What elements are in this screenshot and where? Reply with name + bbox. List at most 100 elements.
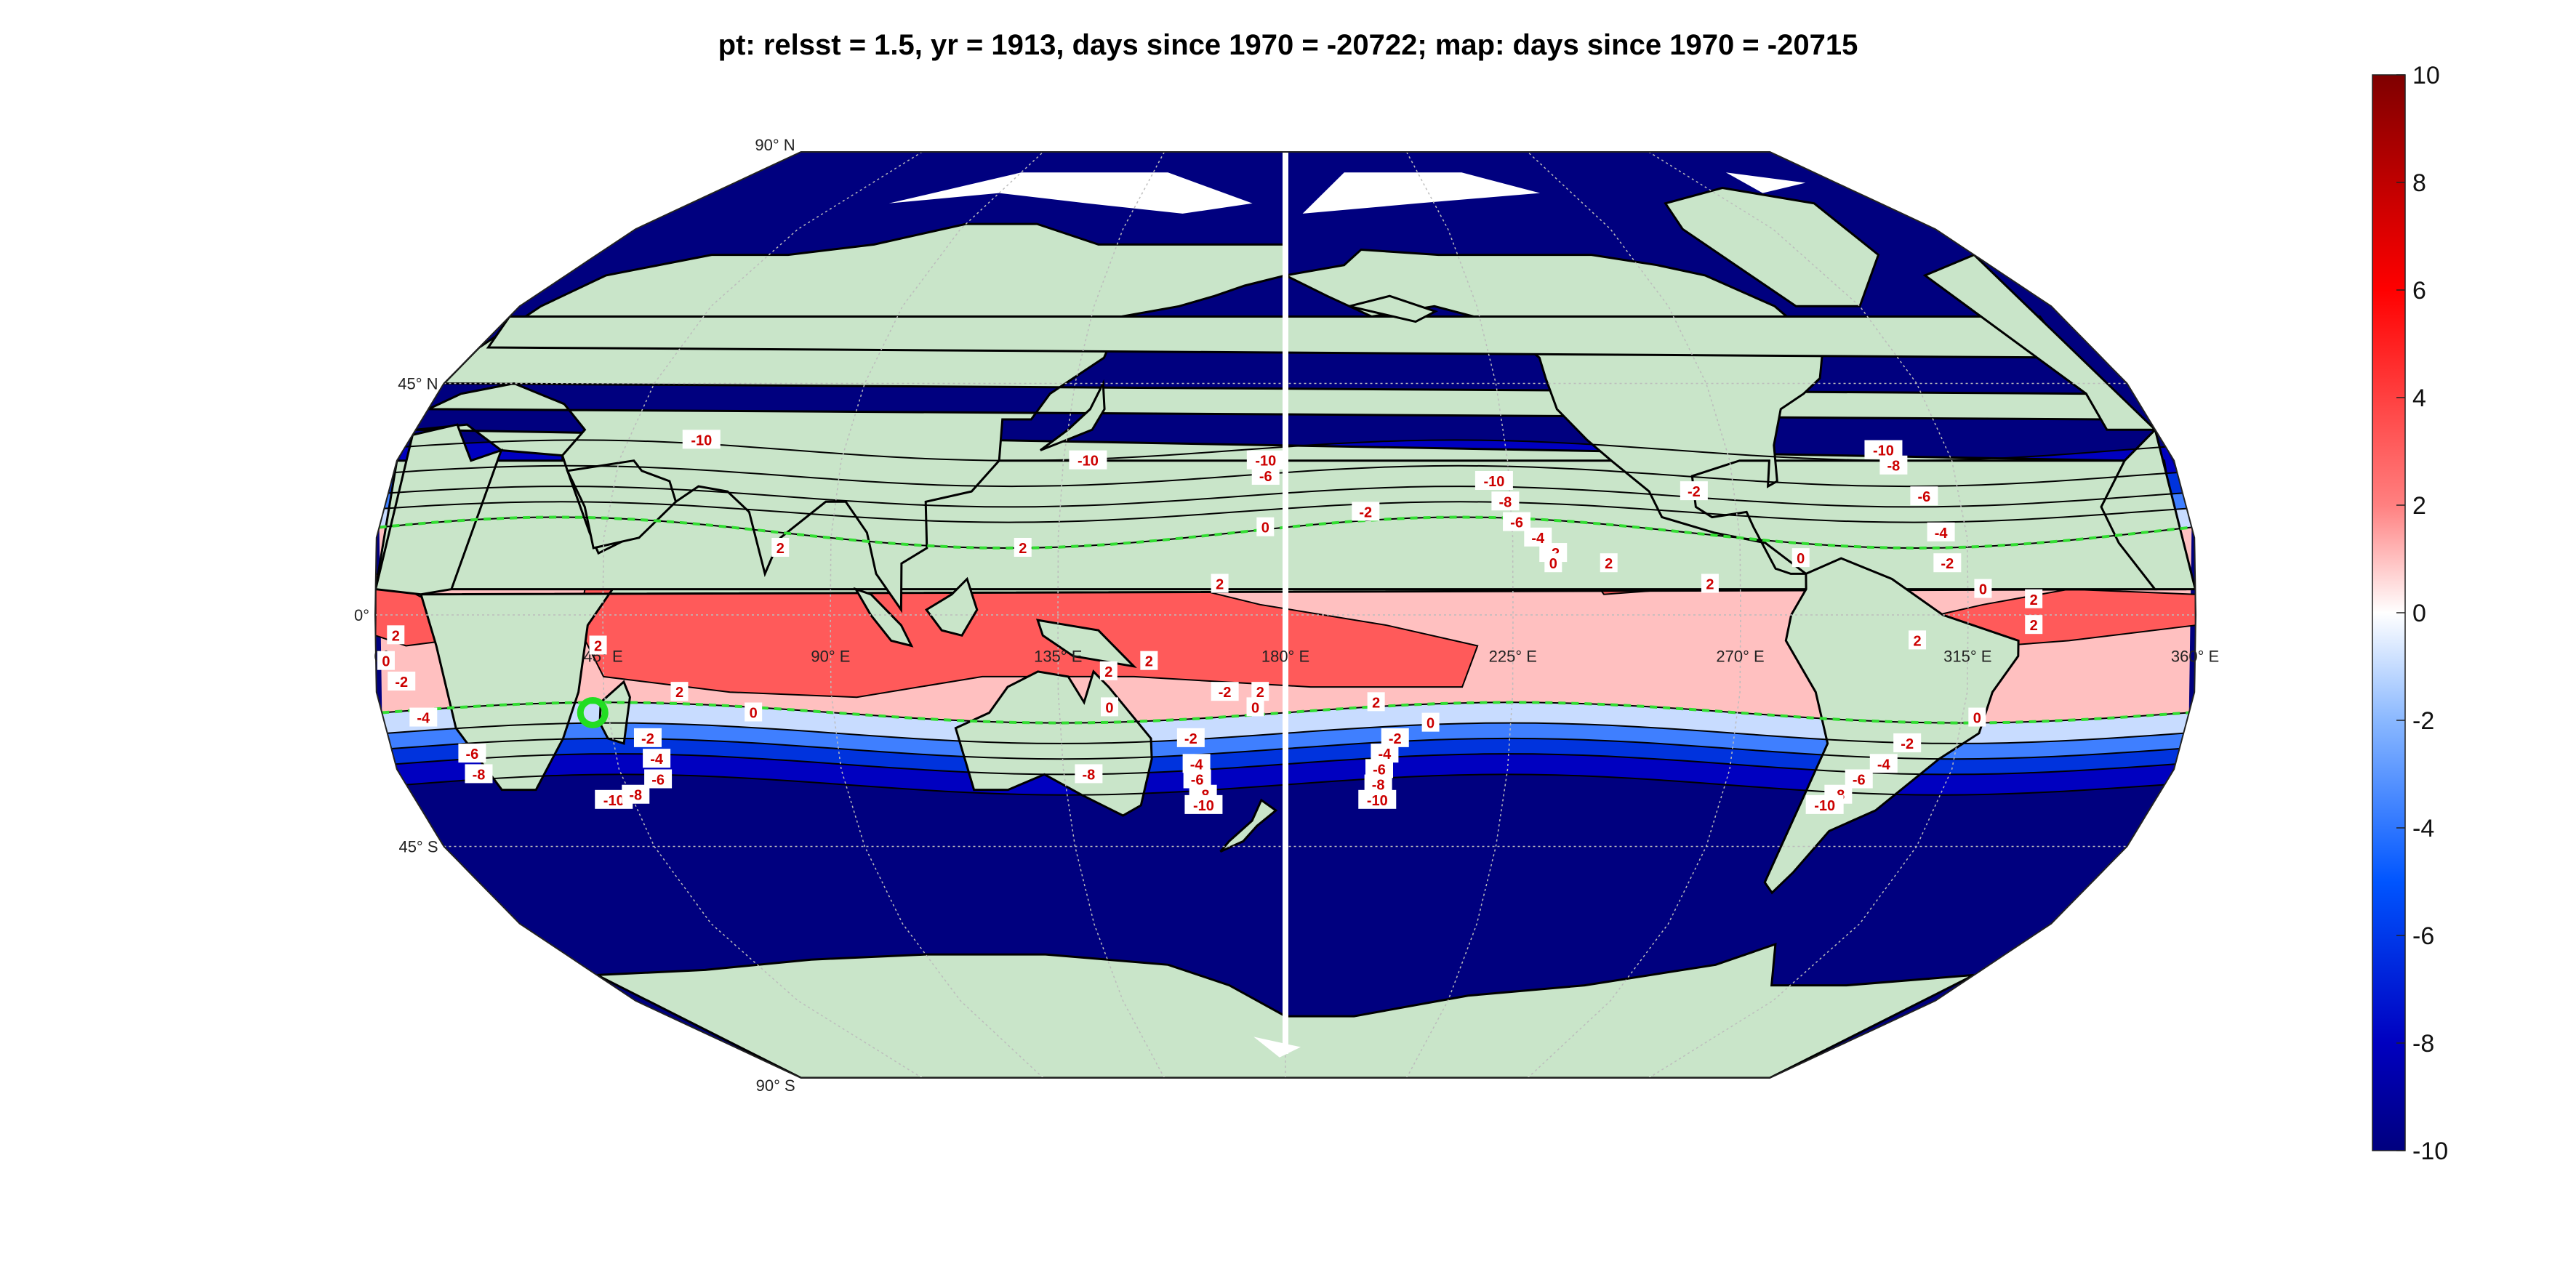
contour-label-text: 0: [1973, 711, 1981, 727]
contour-label-text: 2: [392, 628, 400, 644]
contour-label-text: -2: [1941, 556, 1954, 572]
meridian-135: [1057, 152, 1165, 1078]
contour-label-text: -2: [1901, 736, 1914, 752]
colorbar-ticks: 10 8 6 4 2 0 -2 -4 -6 -8 -10: [2396, 62, 2448, 1165]
contour-label: -6: [1251, 465, 1280, 485]
contour-label-text: -2: [1688, 484, 1701, 500]
contour-label-bg: [2025, 615, 2043, 635]
contour-label-text: 0: [1797, 551, 1805, 567]
contour-label-text: -8: [1887, 459, 1900, 475]
contour-label-text: 2: [1256, 685, 1264, 701]
contour-label-bg: [1184, 794, 1223, 814]
contour-label: -10: [1069, 450, 1107, 470]
land-europe-west: [1922, 253, 2158, 431]
contour-label: -8: [465, 764, 493, 784]
lon-label: 315° E: [1943, 648, 1991, 666]
colorbar-tick-label: -4: [2412, 815, 2434, 842]
contour-label-bg: [1100, 697, 1118, 717]
contour-label: -10: [1474, 470, 1513, 490]
contour-label-bg: [1600, 553, 1618, 573]
land-arabia: [566, 459, 678, 550]
contour-label-bg: [1474, 470, 1513, 490]
contour-label-text: -10: [1367, 793, 1388, 809]
ice-patch-0: [888, 172, 1253, 214]
contour-label-text: 2: [777, 541, 785, 557]
contour-label-text: 2: [2030, 618, 2038, 634]
ice-patch-1: [1302, 172, 1541, 214]
contour-label: -8: [1879, 455, 1908, 475]
colorbar-tick-label: 4: [2412, 385, 2426, 412]
map-frame: [374, 151, 2197, 1079]
contour-label-bg: [1140, 651, 1158, 670]
contour-label-bg: [1879, 455, 1908, 475]
contour-label: -2: [633, 728, 662, 747]
contour-label-bg: [1256, 517, 1275, 536]
contour-label: 0: [745, 702, 763, 722]
lat-label: 45° N: [398, 375, 438, 393]
sea-ice: [888, 172, 1806, 1058]
contour-label-bg: [387, 625, 405, 645]
contour-label: -2: [1680, 481, 1708, 501]
contour-label-text: 2: [1145, 654, 1153, 670]
contour-label-bg: [589, 635, 607, 655]
contour-label-text: -2: [395, 675, 408, 691]
contour-label: 2: [589, 635, 607, 655]
contour-label-bg: [1805, 794, 1844, 814]
contour-label: -6: [1910, 486, 1938, 506]
contour-label-text: 0: [1261, 520, 1269, 536]
lat-label: 45° S: [398, 838, 438, 856]
contour-label-bg: [377, 651, 395, 670]
contour-label-text: 2: [1104, 664, 1112, 680]
lon-label: 180° E: [1261, 648, 1309, 666]
contour-label-bg: [1491, 491, 1520, 511]
land-new-zealand: [1219, 798, 1278, 853]
contour-label-bg: [1246, 697, 1264, 717]
contour-label-bg: [633, 728, 662, 747]
contour-label: 2: [1099, 661, 1118, 680]
land-greenland: [1664, 186, 1880, 307]
contour-label-text: -10: [691, 432, 712, 448]
contour-label: -4: [643, 749, 671, 768]
contour-label-text: -10: [1873, 443, 1894, 459]
contour-label: 0: [1246, 697, 1264, 717]
contour-label-bg: [1014, 537, 1032, 557]
contour-label-text: 2: [594, 638, 602, 654]
contour-label-text: 2: [1216, 577, 1224, 593]
contour-label-text: -2: [1359, 504, 1372, 520]
contour-label-text: 2: [1605, 556, 1613, 572]
contour-label-text: -4: [417, 711, 430, 727]
contour-label-bg: [409, 707, 438, 727]
contour-label-text: -8: [1372, 778, 1385, 794]
map-body: [375, 152, 2196, 1078]
lat-label: 90° N: [755, 136, 795, 154]
dateline-seam: [1283, 152, 1288, 1054]
contour-label-text: 0: [1549, 556, 1557, 572]
contour-label-text: 0: [382, 654, 390, 670]
contour-label-bg: [1367, 692, 1385, 712]
contour-label-text: -4: [1190, 757, 1204, 773]
contour-label-text: 2: [1913, 633, 1921, 649]
contour-label-text: -10: [1078, 454, 1099, 470]
lon-label: 225° E: [1489, 648, 1537, 666]
contour-label-bg: [1933, 553, 1962, 573]
contour-label-text: 0: [1427, 716, 1435, 732]
contour-label-bg: [1680, 481, 1708, 501]
contour-label-bg: [388, 672, 416, 691]
contour-label: -4: [1927, 522, 1955, 542]
contour-label-bg: [1909, 630, 1927, 650]
contour-label: 0: [1791, 548, 1810, 568]
contour-label-text: -4: [1531, 531, 1545, 547]
contour-label-text: -6: [1373, 762, 1386, 778]
colorbar-tick-label: -6: [2412, 922, 2434, 950]
contour-label: -2: [388, 672, 416, 691]
contour-label-text: -2: [1389, 731, 1402, 747]
contour-label: 2: [1909, 630, 1927, 650]
contour-label-text: 0: [1251, 700, 1259, 716]
contour-label: -4: [1524, 527, 1552, 547]
contour-label: 0: [1968, 707, 1986, 727]
contour-label: -2: [1893, 733, 1922, 752]
contour-label: 2: [387, 625, 405, 645]
contour-label-text: -8: [629, 788, 642, 804]
contour-label: -6: [458, 744, 486, 763]
